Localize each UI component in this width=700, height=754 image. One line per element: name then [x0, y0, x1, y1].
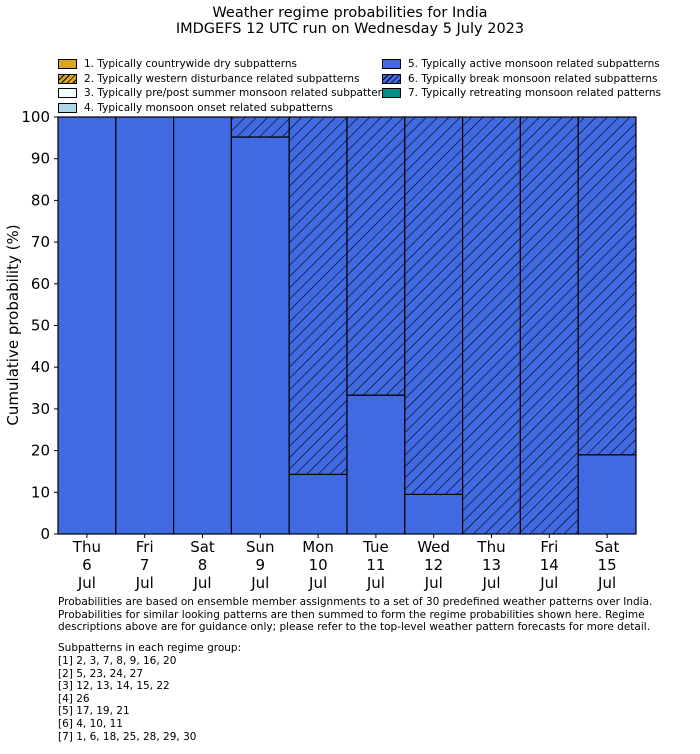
x-tick-label: Jul — [192, 574, 211, 592]
x-tick-label: 6 — [82, 556, 92, 574]
x-tick-label: 14 — [540, 556, 559, 574]
y-tick-label: 100 — [21, 108, 50, 126]
x-tick-label: Thu — [72, 538, 101, 556]
x-tick-label: Fri — [540, 538, 558, 556]
legend-label: 3. Typically pre/post summer monsoon rel… — [84, 87, 394, 99]
footer-group: [5] 17, 19, 21 — [58, 705, 130, 718]
x-tick-label: Jul — [250, 574, 269, 592]
x-tick-label: 13 — [482, 556, 501, 574]
y-tick-label: 30 — [31, 400, 50, 418]
legend-swatch — [382, 73, 401, 84]
x-tick-label: Jul — [308, 574, 327, 592]
legend-swatch — [58, 59, 77, 70]
bar-break-3 — [230, 116, 290, 138]
legend-item: 5. Typically active monsoon related subp… — [382, 57, 661, 72]
x-tick-label: Fri — [136, 538, 154, 556]
x-tick-label: Jul — [424, 574, 443, 592]
bar-break-4 — [288, 116, 348, 475]
legend-swatch — [58, 88, 77, 99]
footer-group: [7] 1, 6, 18, 25, 28, 29, 30 — [58, 730, 197, 743]
legend-item: 7. Typically retreating monsoon related … — [382, 86, 661, 101]
legend-item: 3. Typically pre/post summer monsoon rel… — [58, 86, 394, 101]
legend-swatch — [58, 73, 77, 84]
footer-groups-heading: Subpatterns in each regime group: — [58, 642, 242, 654]
x-tick-label: Sat — [190, 538, 215, 556]
legend-right: 5. Typically active monsoon related subp… — [382, 57, 661, 101]
y-tick-label: 0 — [40, 525, 50, 543]
legend-left: 1. Typically countrywide dry subpatterns… — [58, 57, 394, 115]
y-tick-label: 40 — [31, 358, 50, 376]
x-tick-label: Thu — [476, 538, 505, 556]
x-tick-label: Wed — [417, 538, 450, 556]
bar-active-0 — [57, 116, 117, 535]
footer-group: [6] 4, 10, 11 — [58, 717, 123, 730]
legend-label: 4. Typically monsoon onset related subpa… — [84, 101, 333, 114]
x-tick-label: Jul — [135, 574, 154, 592]
footer-description: Probabilities are based on ensemble memb… — [58, 596, 653, 634]
footer-group: [2] 5, 23, 24, 27 — [58, 667, 143, 680]
x-tick-label: 7 — [140, 556, 150, 574]
x-tick-label: Jul — [366, 574, 385, 592]
legend-label: 1. Typically countrywide dry subpatterns — [84, 58, 298, 70]
bar-break-8 — [519, 116, 579, 535]
bar-active-6 — [404, 493, 464, 535]
footer-groups: [1] 2, 3, 7, 8, 9, 16, 20 [2] 5, 23, 24, … — [58, 655, 196, 743]
x-tick-label: 11 — [366, 556, 385, 574]
legend-item: 1. Typically countrywide dry subpatterns — [58, 57, 394, 72]
x-tick-label: Sat — [595, 538, 620, 556]
legend-label: 2. Typically western disturbance related… — [84, 72, 360, 85]
x-tick-label: 10 — [309, 556, 328, 574]
chart-title: Weather regime probabilities for India — [212, 5, 488, 21]
footer-group: [1] 2, 3, 7, 8, 9, 16, 20 — [58, 655, 177, 667]
bar-active-2 — [173, 116, 233, 535]
chart: Thu6JulFri7JulSat8JulSun9JulMon10JulTue1… — [4, 108, 637, 592]
x-tick-label: Tue — [362, 538, 389, 556]
y-tick-label: 10 — [31, 483, 50, 501]
bar-active-9 — [577, 454, 637, 535]
y-tick-label: 70 — [31, 233, 50, 251]
x-tick-label: Jul — [77, 574, 96, 592]
x-tick-label: Jul — [597, 574, 616, 592]
x-tick-label: Mon — [302, 538, 334, 556]
x-tick-label: Sun — [246, 538, 275, 556]
legend-item: 4. Typically monsoon onset related subpa… — [58, 101, 394, 116]
bar-break-7 — [462, 116, 522, 535]
legend-swatch — [382, 59, 401, 70]
legend-swatch — [58, 102, 77, 113]
bar-active-3 — [230, 136, 290, 535]
bar-active-1 — [115, 116, 175, 535]
bar-active-5 — [346, 394, 406, 535]
y-tick-label: 20 — [31, 442, 50, 460]
bar-break-5 — [346, 116, 406, 396]
chart-subtitle: IMDGEFS 12 UTC run on Wednesday 5 July 2… — [175, 21, 525, 37]
y-axis-label: Cumulative probability (%) — [4, 224, 22, 425]
bar-break-9 — [577, 116, 637, 456]
x-tick-label: 9 — [256, 556, 266, 574]
footer-group: [3] 12, 13, 14, 15, 22 — [58, 680, 170, 693]
legend-item: 6. Typically break monsoon related subpa… — [382, 72, 661, 87]
legend-label: 5. Typically active monsoon related subp… — [408, 58, 660, 70]
legend-swatch — [382, 88, 401, 99]
y-tick-label: 60 — [31, 275, 50, 293]
legend-label: 7. Typically retreating monsoon related … — [408, 87, 662, 99]
x-tick-label: 12 — [424, 556, 443, 574]
x-tick-label: 8 — [198, 556, 208, 574]
y-tick-label: 50 — [31, 317, 50, 335]
y-tick-label: 90 — [31, 150, 50, 168]
x-tick-label: Jul — [539, 574, 558, 592]
bar-break-6 — [404, 116, 464, 495]
footer-group: [4] 26 — [58, 692, 90, 705]
x-tick-label: 15 — [598, 556, 617, 574]
legend-item: 2. Typically western disturbance related… — [58, 72, 394, 87]
x-tick-label: Jul — [481, 574, 500, 592]
legend-label: 6. Typically break monsoon related subpa… — [408, 72, 658, 85]
y-tick-label: 80 — [31, 191, 50, 209]
bar-active-4 — [288, 473, 348, 535]
